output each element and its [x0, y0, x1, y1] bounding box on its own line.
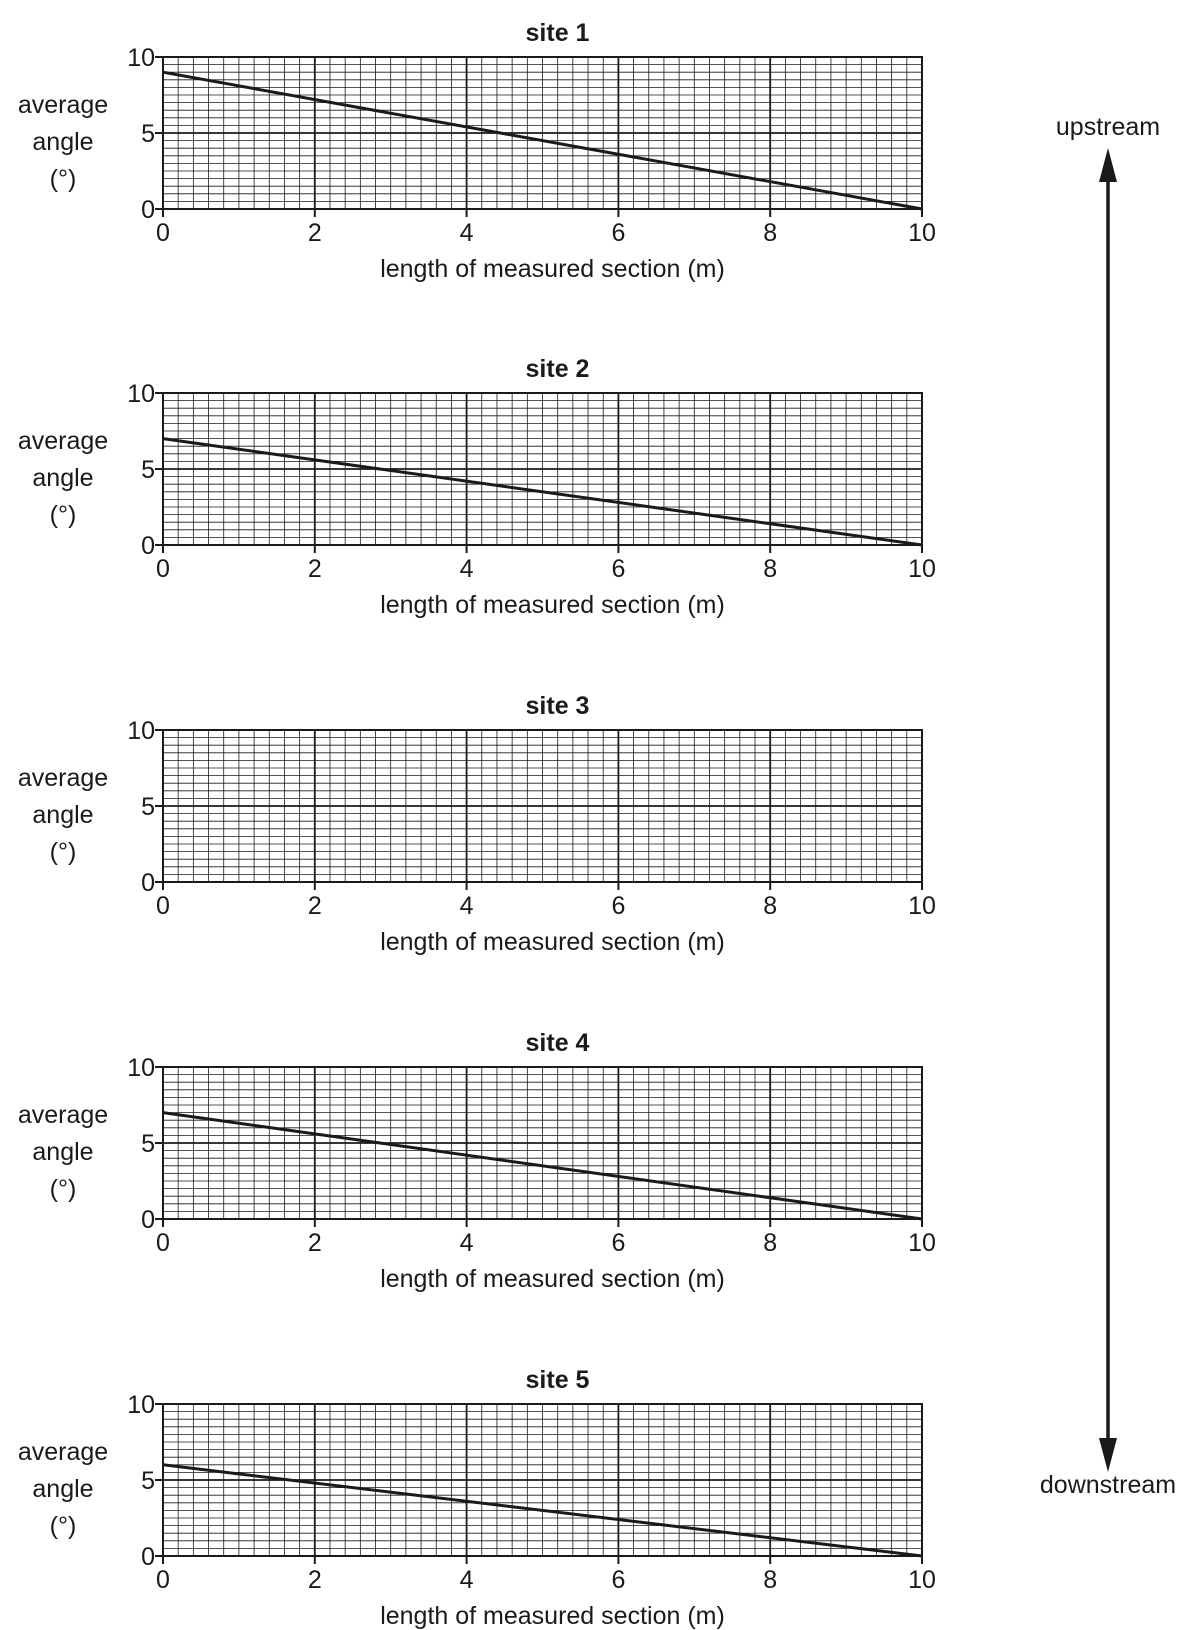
y-axis-label: (°)	[50, 1175, 77, 1203]
x-tick-label: 4	[460, 219, 474, 247]
y-tick-label: 0	[141, 1543, 155, 1571]
y-tick-label: 5	[141, 1467, 155, 1495]
chart-title: site 3	[526, 692, 590, 720]
x-axis-label: length of measured section (m)	[380, 1602, 725, 1630]
y-tick-label: 5	[141, 1130, 155, 1158]
x-tick-label: 8	[763, 892, 777, 920]
y-tick-label: 0	[141, 532, 155, 560]
series-line	[162, 1463, 923, 1558]
y-tick-label: 10	[127, 717, 155, 745]
x-tick-label: 0	[156, 219, 170, 247]
plot-grid	[162, 1066, 923, 1220]
plot-grid	[162, 56, 923, 210]
y-tick-label: 5	[141, 120, 155, 148]
x-tick-label: 2	[308, 892, 322, 920]
y-axis-label: (°)	[50, 501, 77, 529]
x-tick-label: 2	[308, 1229, 322, 1257]
x-tick-label: 6	[611, 1229, 625, 1257]
y-axis-label: average	[18, 1438, 108, 1466]
y-tick-label: 10	[127, 380, 155, 408]
y-tick-label: 5	[141, 793, 155, 821]
y-axis-label: angle	[32, 464, 93, 492]
x-axis-label: length of measured section (m)	[380, 928, 725, 956]
y-axis-label: angle	[32, 1475, 93, 1503]
x-tick-label: 10	[908, 1229, 936, 1257]
y-axis-label: (°)	[50, 165, 77, 193]
chart-site-3: site 3 0 5 10 0 2 4 6 8 10 length of measured sect…	[18, 692, 936, 956]
y-axis-label: angle	[32, 801, 93, 829]
x-tick-label: 4	[460, 1229, 474, 1257]
y-tick-label: 0	[141, 1206, 155, 1234]
y-tick-label: 0	[141, 869, 155, 897]
chart-title: site 2	[526, 355, 590, 383]
x-tick-label: 8	[763, 1566, 777, 1594]
y-axis-label: average	[18, 91, 108, 119]
x-tick-label: 4	[460, 892, 474, 920]
y-axis-label: angle	[32, 128, 93, 156]
series-line	[162, 70, 923, 211]
y-tick-label: 10	[127, 1391, 155, 1419]
series-line	[162, 437, 923, 547]
y-axis-label: average	[18, 1101, 108, 1129]
plot-grid	[162, 1403, 923, 1557]
x-tick-label: 0	[156, 892, 170, 920]
y-axis-label: average	[18, 427, 108, 455]
upstream-label: upstream	[1056, 113, 1160, 141]
y-tick-label: 0	[141, 196, 155, 224]
arrowhead-up-icon	[1099, 148, 1117, 182]
x-tick-label: 6	[611, 555, 625, 583]
y-tick-label: 5	[141, 456, 155, 484]
flow-direction-arrow: upstream downstream	[1040, 113, 1176, 1499]
chart-title: site 1	[526, 19, 590, 47]
x-tick-label: 10	[908, 892, 936, 920]
plot-grid	[162, 392, 923, 546]
series-line	[162, 1111, 923, 1221]
x-tick-label: 0	[156, 555, 170, 583]
x-tick-label: 10	[908, 219, 936, 247]
x-tick-label: 2	[308, 555, 322, 583]
y-axis-label: angle	[32, 1138, 93, 1166]
x-tick-label: 4	[460, 555, 474, 583]
y-axis-label: (°)	[50, 1512, 77, 1540]
arrowhead-down-icon	[1099, 1438, 1117, 1472]
x-tick-label: 6	[611, 219, 625, 247]
x-axis-label: length of measured section (m)	[380, 591, 725, 619]
chart-site-2: site 2 0 5 10 0 2 4 6 8 10 length of measured sect…	[18, 355, 936, 619]
x-tick-label: 2	[308, 219, 322, 247]
chart-title: site 5	[526, 1366, 590, 1394]
x-tick-label: 6	[611, 892, 625, 920]
x-tick-label: 10	[908, 1566, 936, 1594]
chart-site-5: site 5 0 5 10 0 2 4 6 8 10 length of measured sect…	[18, 1366, 936, 1630]
chart-site-1: site 1 0 5 10 0 2 4 6 8 10 length of measured sect…	[18, 19, 936, 283]
x-tick-label: 0	[156, 1229, 170, 1257]
x-tick-label: 8	[763, 219, 777, 247]
x-tick-label: 4	[460, 1566, 474, 1594]
downstream-label: downstream	[1040, 1471, 1176, 1499]
x-tick-label: 8	[763, 555, 777, 583]
charts-group: site 1 0 5 10 0 2 4 6 8 10 length of measured sect…	[18, 19, 936, 1630]
x-axis-label: length of measured section (m)	[380, 255, 725, 283]
x-tick-label: 2	[308, 1566, 322, 1594]
y-axis-label: (°)	[50, 838, 77, 866]
y-tick-label: 10	[127, 44, 155, 72]
y-axis-label: average	[18, 764, 108, 792]
y-tick-label: 10	[127, 1054, 155, 1082]
x-tick-label: 8	[763, 1229, 777, 1257]
x-tick-label: 0	[156, 1566, 170, 1594]
chart-title: site 4	[526, 1029, 590, 1057]
plot-grid	[162, 729, 923, 883]
chart-site-4: site 4 0 5 10 0 2 4 6 8 10 length of measured sect…	[18, 1029, 936, 1293]
x-tick-label: 10	[908, 555, 936, 583]
x-axis-label: length of measured section (m)	[380, 1265, 725, 1293]
x-tick-label: 6	[611, 1566, 625, 1594]
